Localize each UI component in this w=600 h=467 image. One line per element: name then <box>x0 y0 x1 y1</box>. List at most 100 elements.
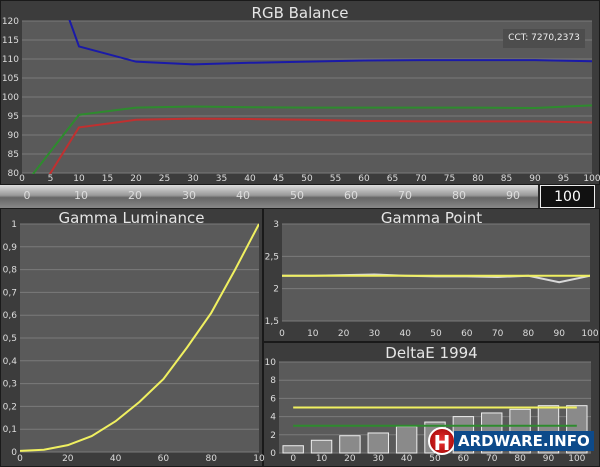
y-tick-label: 110 <box>2 55 19 65</box>
x-tick-label: 30 <box>187 174 199 184</box>
chart-0 <box>22 20 592 174</box>
chart-2 <box>282 223 590 322</box>
slider-selected-step[interactable]: 100 <box>540 185 595 208</box>
slider-step[interactable]: 80 <box>452 189 466 202</box>
blue-series-line <box>68 20 592 66</box>
y-tick-label: 95 <box>8 112 19 122</box>
x-tick-label: 90 <box>529 174 541 184</box>
y-tick-label: 100 <box>2 93 19 103</box>
x-tick-label: 100 <box>581 329 598 339</box>
y-tick-label: 0,9 <box>3 243 18 253</box>
red-series-line <box>48 117 592 174</box>
x-tick-label: 100 <box>568 454 585 464</box>
slider-step[interactable]: 40 <box>236 189 250 202</box>
y-tick-label: 0,4 <box>3 357 18 367</box>
x-tick-label: 70 <box>415 174 427 184</box>
gamma-luminance-title: Gamma Luminance <box>58 209 205 227</box>
x-tick-label: 0 <box>279 329 285 339</box>
x-tick-label: 80 <box>523 329 535 339</box>
x-tick-label: 40 <box>110 454 122 464</box>
y-tick-label: 0,7 <box>3 288 17 298</box>
y-tick-label: 105 <box>2 74 19 84</box>
y-tick-label: 0,3 <box>3 380 17 390</box>
x-tick-label: 40 <box>244 174 256 184</box>
y-tick-label: 120 <box>2 17 19 27</box>
chart-1 <box>20 223 259 453</box>
x-tick-label: 10 <box>307 329 319 339</box>
x-tick-label: 30 <box>373 454 385 464</box>
slider-step[interactable]: 10 <box>74 189 88 202</box>
step-slider[interactable]: 0 10 20 30 40 50 60 70 80 90 <box>0 185 538 208</box>
x-tick-label: 0 <box>17 454 23 464</box>
cct-readout: CCT: 7270,2373 <box>503 29 585 48</box>
x-tick-label: 10 <box>73 174 85 184</box>
x-tick-label: 40 <box>401 454 413 464</box>
plot-area <box>282 224 590 321</box>
deltae-title: DeltaE 1994 <box>385 344 478 362</box>
deltae-bar <box>282 445 304 454</box>
y-tick-label: 4 <box>270 413 276 423</box>
x-tick-label: 20 <box>338 329 350 339</box>
x-tick-label: 70 <box>492 329 504 339</box>
y-tick-label: 10 <box>265 358 277 368</box>
x-tick-label: 90 <box>553 329 565 339</box>
gamma-point-title: Gamma Point <box>380 209 483 227</box>
x-tick-label: 60 <box>358 174 370 184</box>
slider-step[interactable]: 70 <box>398 189 412 202</box>
y-tick-label: 3 <box>273 220 279 230</box>
x-tick-label: 65 <box>387 174 398 184</box>
slider-step[interactable]: 0 <box>23 189 31 202</box>
slider-step[interactable]: 20 <box>128 189 142 202</box>
x-tick-label: 50 <box>429 454 441 464</box>
x-tick-label: 80 <box>514 454 526 464</box>
hardware-info-watermark: H ARDWARE.INFO <box>428 427 594 455</box>
x-tick-label: 45 <box>273 174 284 184</box>
y-tick-label: 85 <box>8 150 19 160</box>
y-tick-label: 2 <box>270 431 276 441</box>
x-tick-label: 50 <box>301 174 313 184</box>
y-tick-label: 80 <box>8 169 20 179</box>
x-tick-label: 10 <box>316 454 328 464</box>
y-tick-label: 0 <box>11 448 17 458</box>
x-tick-label: 20 <box>344 454 356 464</box>
x-tick-label: 70 <box>486 454 498 464</box>
x-tick-label: 80 <box>205 454 217 464</box>
slider-step[interactable]: 90 <box>506 189 520 202</box>
y-tick-label: 0 <box>270 449 276 459</box>
slider-step[interactable]: 30 <box>182 189 196 202</box>
hardware-info-logo-icon: H <box>428 427 456 455</box>
x-tick-label: 10 <box>253 454 265 464</box>
x-tick-label: 60 <box>458 454 470 464</box>
y-tick-label: 8 <box>270 376 276 386</box>
y-tick-label: 2,5 <box>265 252 279 262</box>
deltae-bar <box>310 439 333 454</box>
y-tick-label: 0,5 <box>3 334 17 344</box>
y-tick-label: 0,1 <box>3 425 17 435</box>
y-tick-label: 0,8 <box>3 266 18 276</box>
x-tick-label: 15 <box>102 174 113 184</box>
deltae-bar <box>395 426 418 454</box>
slider-step[interactable]: 60 <box>344 189 358 202</box>
x-tick-label: 5 <box>48 174 54 184</box>
x-tick-label: 20 <box>130 174 142 184</box>
target-series-line <box>20 223 259 452</box>
x-tick-label: 55 <box>330 174 341 184</box>
x-tick-label: 90 <box>543 454 555 464</box>
x-tick-label: 25 <box>159 174 170 184</box>
x-tick-label: 20 <box>62 454 74 464</box>
y-tick-label: 115 <box>2 36 19 46</box>
y-tick-label: 2 <box>273 285 279 295</box>
x-tick-label: 80 <box>472 174 484 184</box>
x-tick-label: 100 <box>583 174 600 184</box>
y-tick-label: 0,6 <box>3 311 18 321</box>
x-tick-label: 60 <box>158 454 170 464</box>
y-tick-label: 0,2 <box>3 402 17 412</box>
green-series-line <box>31 104 592 174</box>
slider-step[interactable]: 50 <box>290 189 304 202</box>
x-tick-label: 75 <box>444 174 455 184</box>
x-tick-label: 60 <box>461 329 473 339</box>
y-tick-label: 6 <box>270 394 276 404</box>
x-tick-label: 85 <box>501 174 512 184</box>
x-tick-label: 0 <box>290 454 296 464</box>
